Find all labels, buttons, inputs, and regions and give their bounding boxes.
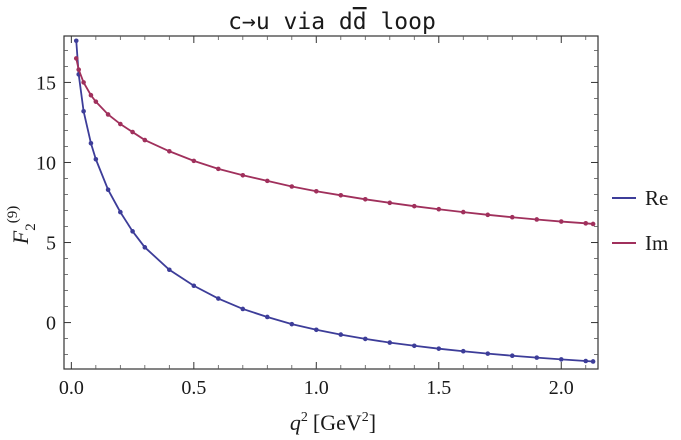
data-point-im <box>460 209 466 215</box>
data-point-im <box>558 219 564 224</box>
data-point-re <box>88 140 94 146</box>
y-tick-label: 5 <box>46 233 56 255</box>
data-point-im <box>81 80 86 85</box>
data-point-im <box>387 200 393 206</box>
chart-title-bar-letter: d <box>353 9 367 35</box>
chart-title-prefix: c→u via d <box>228 9 353 35</box>
data-point-re <box>460 348 466 354</box>
data-point-im <box>191 158 197 164</box>
data-point-re <box>509 353 515 359</box>
data-point-im <box>289 184 295 189</box>
data-point-re <box>216 296 221 301</box>
series-layer <box>73 38 596 364</box>
data-point-re <box>118 209 123 215</box>
data-point-re <box>167 267 172 273</box>
chart-title-suffix: loop <box>367 9 436 35</box>
data-point-re <box>338 332 344 337</box>
x-axis-title: q2 [GeV2] <box>290 410 376 435</box>
data-point-im <box>93 99 99 104</box>
y-axis-ticks: 0 5 10 15 <box>36 50 598 355</box>
y-tick-label: 15 <box>36 72 56 94</box>
data-point-im <box>118 121 123 127</box>
data-point-im <box>509 214 515 220</box>
plot-frame <box>63 35 599 370</box>
x-tick-label: 0.5 <box>181 377 206 399</box>
legend: Re Im <box>612 186 668 255</box>
data-point-im <box>362 196 368 202</box>
data-point-re <box>191 283 197 289</box>
data-point-im <box>485 212 491 218</box>
data-point-im <box>436 206 442 212</box>
data-point-re <box>81 108 86 114</box>
data-point-re <box>362 336 368 342</box>
data-point-im <box>583 221 589 226</box>
x-tick-label: 2.0 <box>549 377 574 399</box>
data-point-im <box>590 221 596 227</box>
data-point-re <box>558 357 564 362</box>
data-point-re <box>436 346 442 351</box>
data-point-im <box>130 129 135 135</box>
data-point-re <box>265 314 270 320</box>
legend-label-re: Re <box>645 186 668 210</box>
data-point-im <box>105 112 111 117</box>
data-point-re <box>142 245 148 250</box>
data-point-im <box>534 217 540 222</box>
chart-title: c→u via dd loop <box>228 9 436 35</box>
data-point-im <box>142 137 148 143</box>
data-point-im <box>88 92 94 98</box>
x-tick-label: 1.5 <box>426 377 451 399</box>
data-point-re <box>485 351 491 356</box>
series-line-re <box>75 40 594 363</box>
y-tick-label: 10 <box>36 152 56 174</box>
data-point-re <box>93 156 99 162</box>
data-point-im <box>314 188 319 194</box>
data-point-re <box>314 327 319 333</box>
data-point-im <box>338 192 344 198</box>
x-axis-ticks: 0.0 0.5 1.0 1.5 2.0 <box>59 36 587 399</box>
data-point-re <box>289 321 295 327</box>
data-point-re <box>240 306 246 312</box>
data-point-im <box>167 148 172 154</box>
x-tick-label: 0.0 <box>59 377 84 399</box>
y-axis-title: F2(9) <box>5 206 39 245</box>
y-tick-label: 0 <box>46 313 56 335</box>
data-point-re <box>73 38 79 44</box>
data-point-im <box>411 203 417 209</box>
data-point-re <box>583 358 589 364</box>
data-point-re <box>105 187 111 192</box>
data-point-re <box>387 340 393 345</box>
legend-label-im: Im <box>645 231 668 255</box>
x-tick-label: 1.0 <box>304 377 329 399</box>
data-point-re <box>590 359 596 364</box>
data-point-im <box>216 166 221 172</box>
data-point-re <box>130 229 135 234</box>
data-point-im <box>76 67 81 72</box>
series-line-im <box>75 58 594 225</box>
data-point-im <box>265 178 270 184</box>
data-point-re <box>411 343 417 349</box>
data-point-im <box>240 172 246 178</box>
data-point-im <box>73 56 79 61</box>
data-point-re <box>534 355 540 360</box>
